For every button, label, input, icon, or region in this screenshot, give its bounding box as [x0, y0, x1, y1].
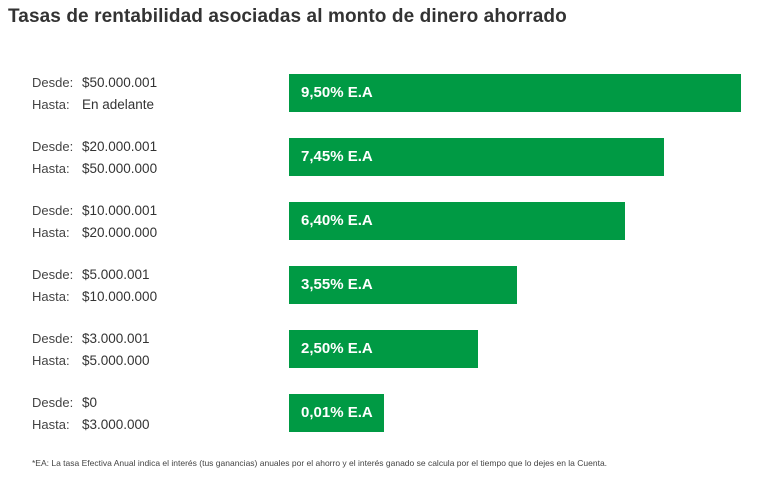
hasta-label: Hasta: — [32, 417, 70, 432]
rate-bar: 7,45% E.A — [289, 138, 664, 176]
hasta-value: $20.000.000 — [82, 225, 158, 240]
desde-line: Desde: $50.000.001 — [32, 72, 272, 94]
rate-bar: 2,50% E.A — [289, 330, 478, 368]
desde-label: Desde: — [32, 395, 74, 410]
hasta-line: Hasta: $5.000.000 — [32, 350, 272, 372]
desde-label: Desde: — [32, 75, 74, 90]
desde-value: $10.000.001 — [82, 203, 158, 218]
rate-bar-label: 0,01% E.A — [301, 404, 373, 421]
chart-row: Desde: $0 Hasta: $3.000.000 0,01% E.A — [0, 394, 768, 434]
hasta-line: Hasta: En adelante — [32, 94, 272, 116]
rate-bar: 9,50% E.A — [289, 74, 741, 112]
desde-label: Desde: — [32, 331, 74, 346]
chart-row: Desde: $5.000.001 Hasta: $10.000.000 3,55% E… — [0, 266, 768, 306]
hasta-line: Hasta: $10.000.000 — [32, 286, 272, 308]
desde-line: Desde: $10.000.001 — [32, 200, 272, 222]
range-labels: Desde: $0 Hasta: $3.000.000 — [32, 392, 272, 436]
rate-bar-label: 3,55% E.A — [301, 276, 373, 293]
range-labels: Desde: $20.000.001 Hasta: $50.000.000 — [32, 136, 272, 180]
rate-bar: 3,55% E.A — [289, 266, 517, 304]
range-labels: Desde: $3.000.001 Hasta: $5.000.000 — [32, 328, 272, 372]
desde-label: Desde: — [32, 139, 74, 154]
hasta-label: Hasta: — [32, 289, 70, 304]
rate-bar-label: 7,45% E.A — [301, 148, 373, 165]
rate-bar: 6,40% E.A — [289, 202, 625, 240]
desde-value: $50.000.001 — [82, 75, 158, 90]
desde-line: Desde: $20.000.001 — [32, 136, 272, 158]
desde-line: Desde: $0 — [32, 392, 272, 414]
rate-bar: 0,01% E.A — [289, 394, 384, 432]
footnote: *EA: La tasa Efectiva Anual indica el in… — [32, 458, 608, 468]
chart-row: Desde: $3.000.001 Hasta: $5.000.000 2,50% E.… — [0, 330, 768, 370]
desde-line: Desde: $5.000.001 — [32, 264, 272, 286]
rate-bar-label: 2,50% E.A — [301, 340, 373, 357]
range-labels: Desde: $5.000.001 Hasta: $10.000.000 — [32, 264, 272, 308]
hasta-line: Hasta: $50.000.000 — [32, 158, 272, 180]
hasta-value: En adelante — [82, 97, 155, 112]
hasta-value: $5.000.000 — [82, 353, 150, 368]
desde-label: Desde: — [32, 267, 74, 282]
chart-row: Desde: $50.000.001 Hasta: En adelante 9,50% … — [0, 74, 768, 114]
hasta-value: $3.000.000 — [82, 417, 150, 432]
hasta-label: Hasta: — [32, 225, 70, 240]
chart-row: Desde: $10.000.001 Hasta: $20.000.000 6,40% … — [0, 202, 768, 242]
rate-bar-label: 6,40% E.A — [301, 212, 373, 229]
hasta-label: Hasta: — [32, 97, 70, 112]
desde-value: $5.000.001 — [82, 267, 150, 282]
desde-line: Desde: $3.000.001 — [32, 328, 272, 350]
hasta-value: $10.000.000 — [82, 289, 158, 304]
desde-value: $0 — [82, 395, 98, 410]
desde-label: Desde: — [32, 203, 74, 218]
hasta-value: $50.000.000 — [82, 161, 158, 176]
range-labels: Desde: $50.000.001 Hasta: En adelante — [32, 72, 272, 116]
rate-bar-label: 9,50% E.A — [301, 84, 373, 101]
hasta-label: Hasta: — [32, 353, 70, 368]
chart-title: Tasas de rentabilidad asociadas al monto… — [8, 6, 567, 27]
hasta-line: Hasta: $3.000.000 — [32, 414, 272, 436]
desde-value: $3.000.001 — [82, 331, 150, 346]
chart-row: Desde: $20.000.001 Hasta: $50.000.000 7,45% … — [0, 138, 768, 178]
hasta-label: Hasta: — [32, 161, 70, 176]
hasta-line: Hasta: $20.000.000 — [32, 222, 272, 244]
desde-value: $20.000.001 — [82, 139, 158, 154]
range-labels: Desde: $10.000.001 Hasta: $20.000.000 — [32, 200, 272, 244]
